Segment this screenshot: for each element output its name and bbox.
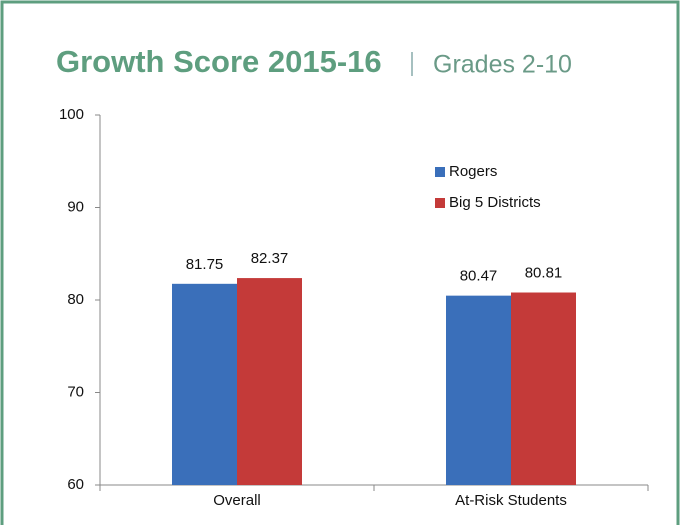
data-label: 82.37 xyxy=(251,250,289,267)
x-tick-label: At-Risk Students xyxy=(455,492,567,509)
legend-label: Big 5 Districts xyxy=(449,194,541,211)
data-label: 80.47 xyxy=(460,268,498,285)
bar xyxy=(237,278,302,485)
legend-swatch xyxy=(435,167,445,177)
bar xyxy=(511,292,576,485)
y-tick-label: 100 xyxy=(59,106,84,123)
data-label: 80.81 xyxy=(525,264,563,281)
y-tick-label: 70 xyxy=(67,383,84,400)
legend-label: Rogers xyxy=(449,163,497,180)
x-tick-label: Overall xyxy=(213,492,261,509)
y-tick-label: 80 xyxy=(67,291,84,308)
data-label: 81.75 xyxy=(186,256,224,273)
y-tick-label: 90 xyxy=(67,198,84,215)
legend-swatch xyxy=(435,198,445,208)
chart-subtitle: Grades 2-10 xyxy=(433,51,572,79)
bar xyxy=(172,283,237,485)
bar xyxy=(446,295,511,485)
chart-title: Growth Score 2015-16 xyxy=(56,44,382,79)
y-tick-label: 60 xyxy=(67,476,84,493)
